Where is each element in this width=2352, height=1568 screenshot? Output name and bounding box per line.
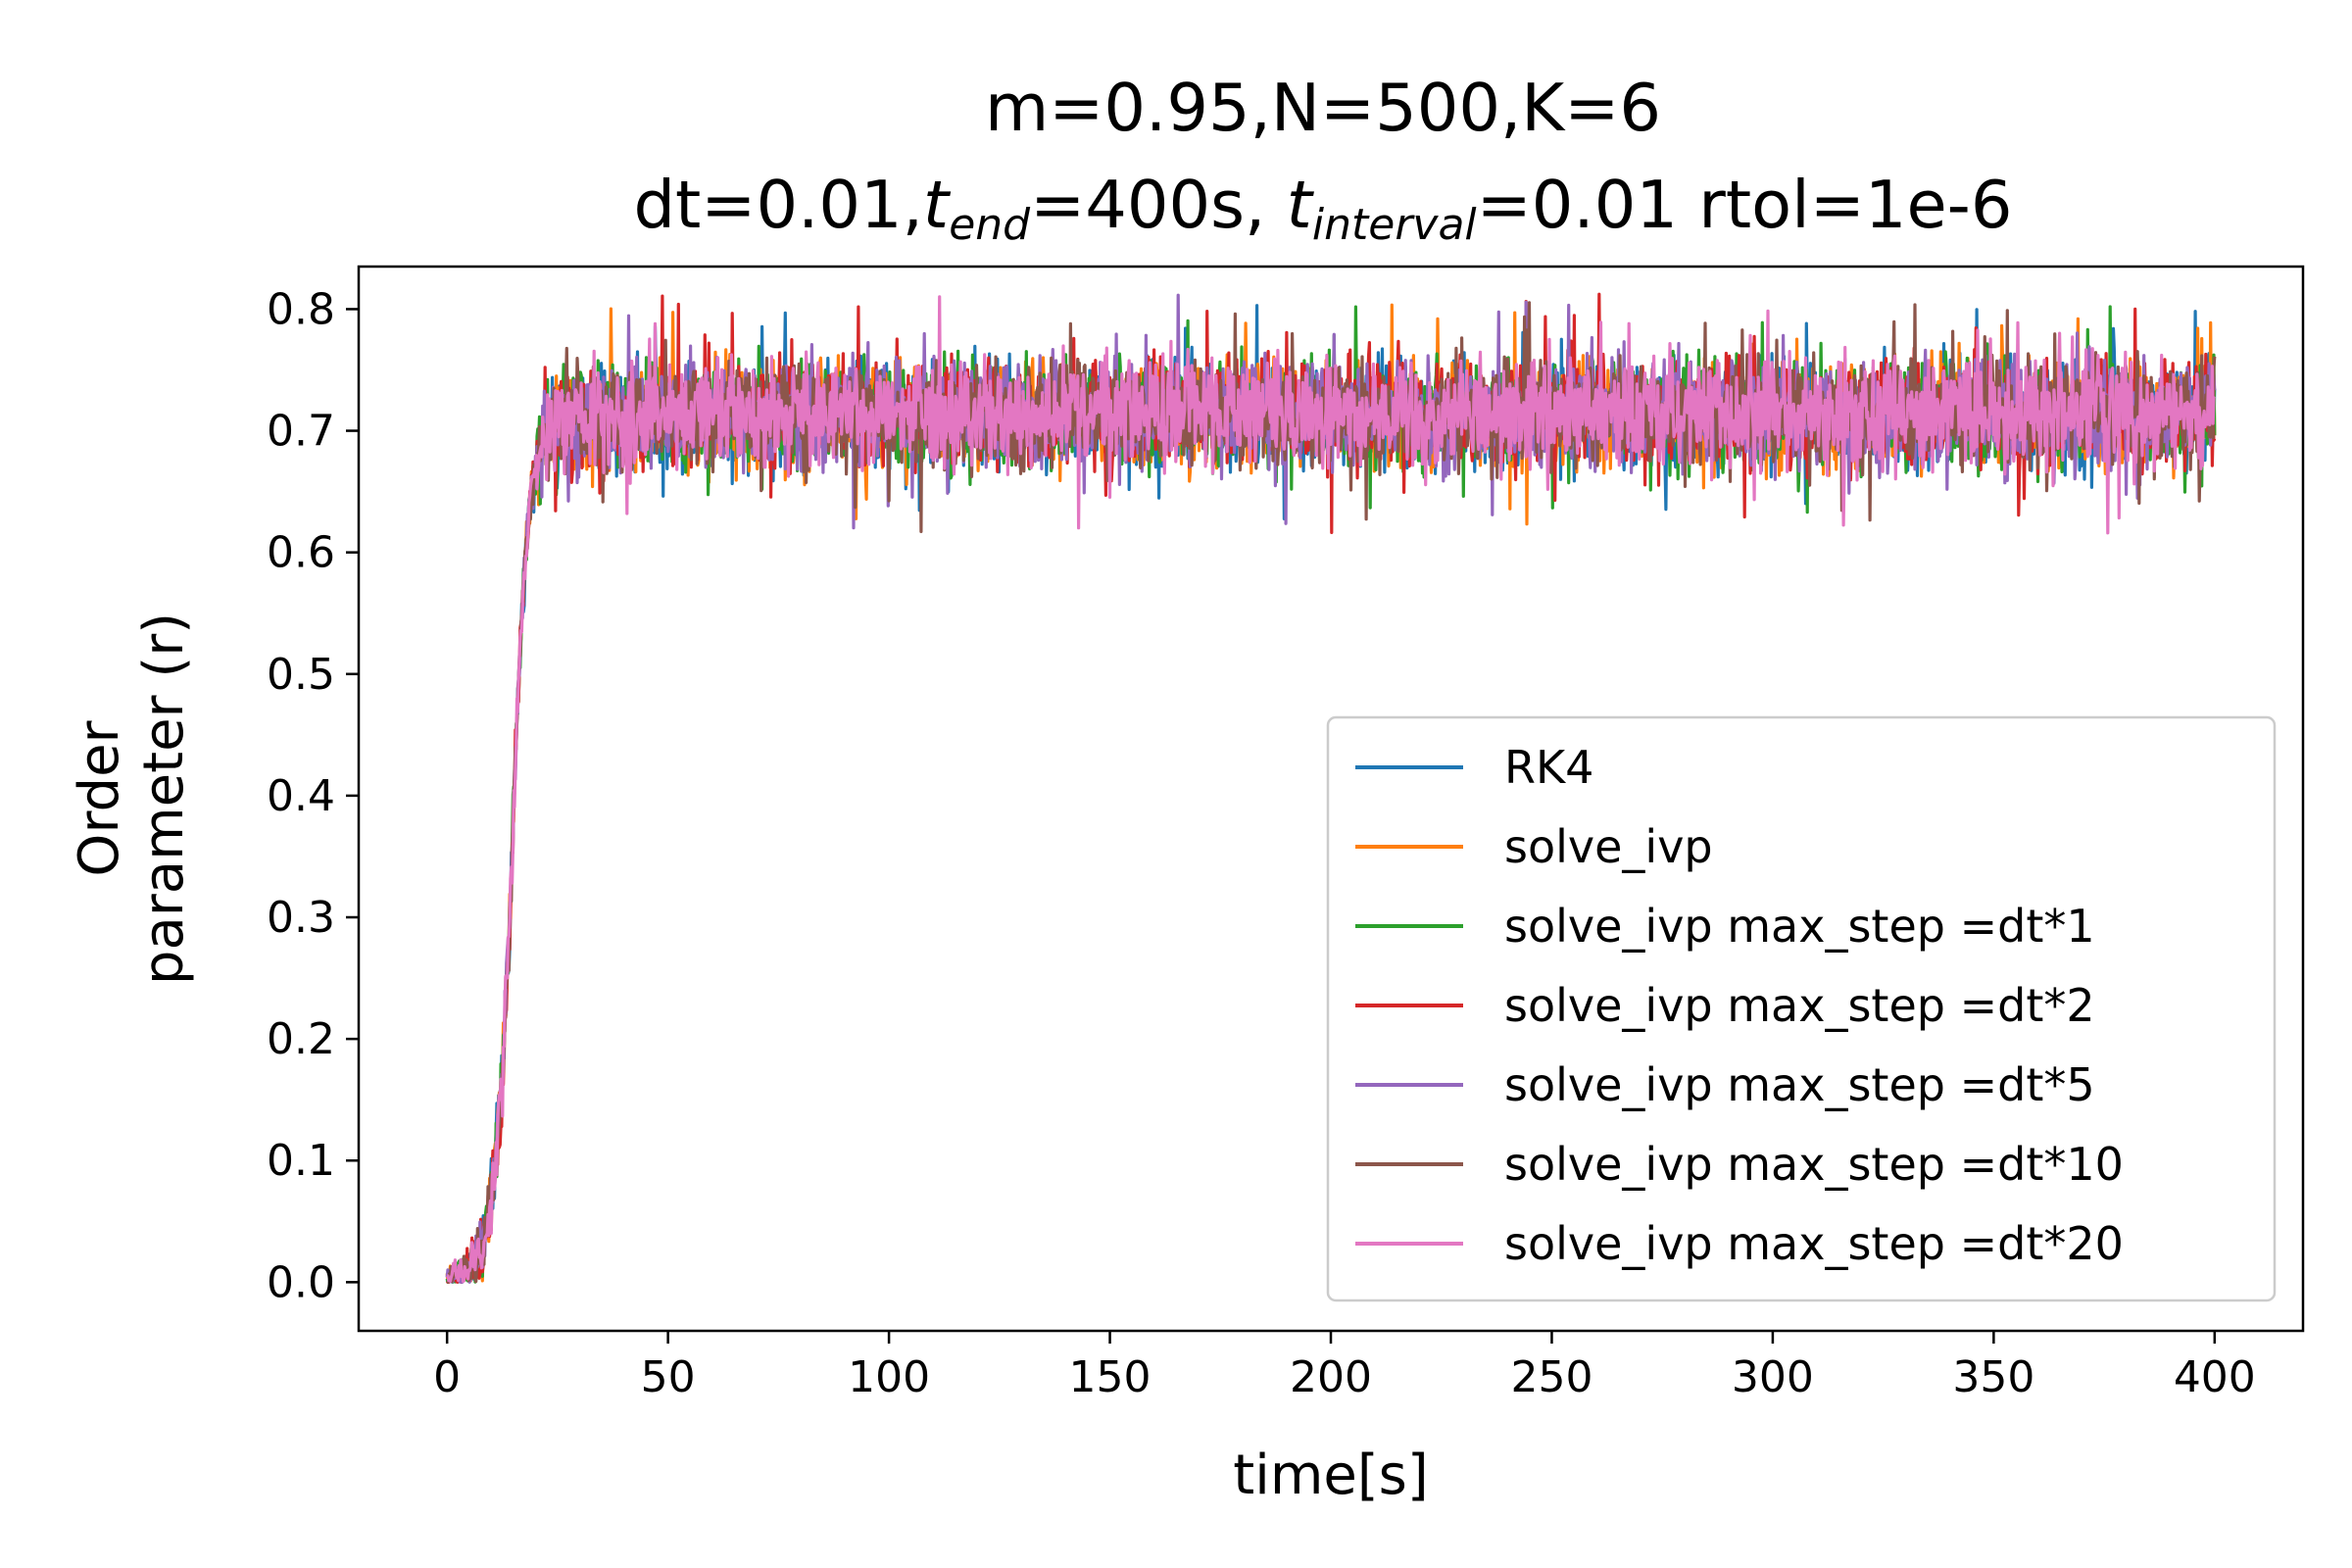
x-axis-ticks: 0 50 100 150 200 250 300 350 400 <box>433 1331 2256 1402</box>
y-tick-label: 0.5 <box>267 650 335 700</box>
legend: RK4 solve_ivp solve_ivp max_step =dt*1 solv… <box>1326 715 2277 1302</box>
series-group <box>445 292 2217 1284</box>
x-tick-label: 300 <box>1732 1352 1814 1402</box>
title-part-t-end-value: =400s, <box>1030 167 1287 243</box>
x-tick-label: 100 <box>848 1352 930 1402</box>
y-tick-label: 0.0 <box>267 1257 335 1307</box>
chart-title-line1: m=0.95,N=500,K=6 <box>985 70 1661 146</box>
x-tick-label: 50 <box>641 1352 696 1402</box>
title-part-interval-subscript: interval <box>1312 200 1478 250</box>
x-axis-label: time[s] <box>1233 1444 1428 1507</box>
y-axis-label: Order parameter (r) <box>68 612 196 985</box>
y-axis-ticks: 0.0 0.1 0.2 0.3 0.4 0.5 0.6 0.7 0.8 <box>267 284 359 1307</box>
legend-label: solve_ivp max_step =dt*10 <box>1504 1138 2124 1191</box>
x-tick-label: 250 <box>1510 1352 1592 1402</box>
chart-title-line2: dt=0.01,tend=400s, tinterval=0.01 rtol=1… <box>634 167 2013 250</box>
title-part-interval-value: =0.01 rtol=1e-6 <box>1477 167 2013 243</box>
y-axis-label-line2: parameter (r) <box>132 612 196 985</box>
legend-label: solve_ivp max_step =dt*1 <box>1504 900 2095 953</box>
series-line-6 <box>446 295 2216 1284</box>
legend-label: RK4 <box>1504 741 1593 794</box>
y-tick-label: 0.8 <box>267 284 335 334</box>
y-tick-label: 0.3 <box>267 893 335 943</box>
y-tick-label: 0.4 <box>267 771 335 821</box>
x-tick-label: 350 <box>1952 1352 2034 1402</box>
legend-label: solve_ivp max_step =dt*5 <box>1504 1058 2095 1111</box>
y-tick-label: 0.7 <box>267 407 335 457</box>
legend-label: solve_ivp max_step =dt*20 <box>1504 1217 2124 1270</box>
legend-label: solve_ivp <box>1504 820 1713 873</box>
x-tick-label: 400 <box>2174 1352 2256 1402</box>
y-tick-label: 0.1 <box>267 1136 335 1186</box>
title-part-dt: dt=0.01, <box>634 167 923 243</box>
x-tick-label: 200 <box>1290 1352 1372 1402</box>
y-axis-label-line1: Order <box>68 719 131 876</box>
legend-label: solve_ivp max_step =dt*2 <box>1504 979 2095 1032</box>
title-part-end-subscript: end <box>949 200 1031 250</box>
x-tick-label: 0 <box>433 1352 461 1402</box>
title-part-t-interval: t <box>1287 167 1315 243</box>
y-tick-label: 0.2 <box>267 1014 335 1064</box>
x-tick-label: 150 <box>1069 1352 1152 1402</box>
legend-box <box>1326 715 2277 1302</box>
y-tick-label: 0.6 <box>267 528 335 578</box>
title-part-t-end: t <box>923 167 952 243</box>
